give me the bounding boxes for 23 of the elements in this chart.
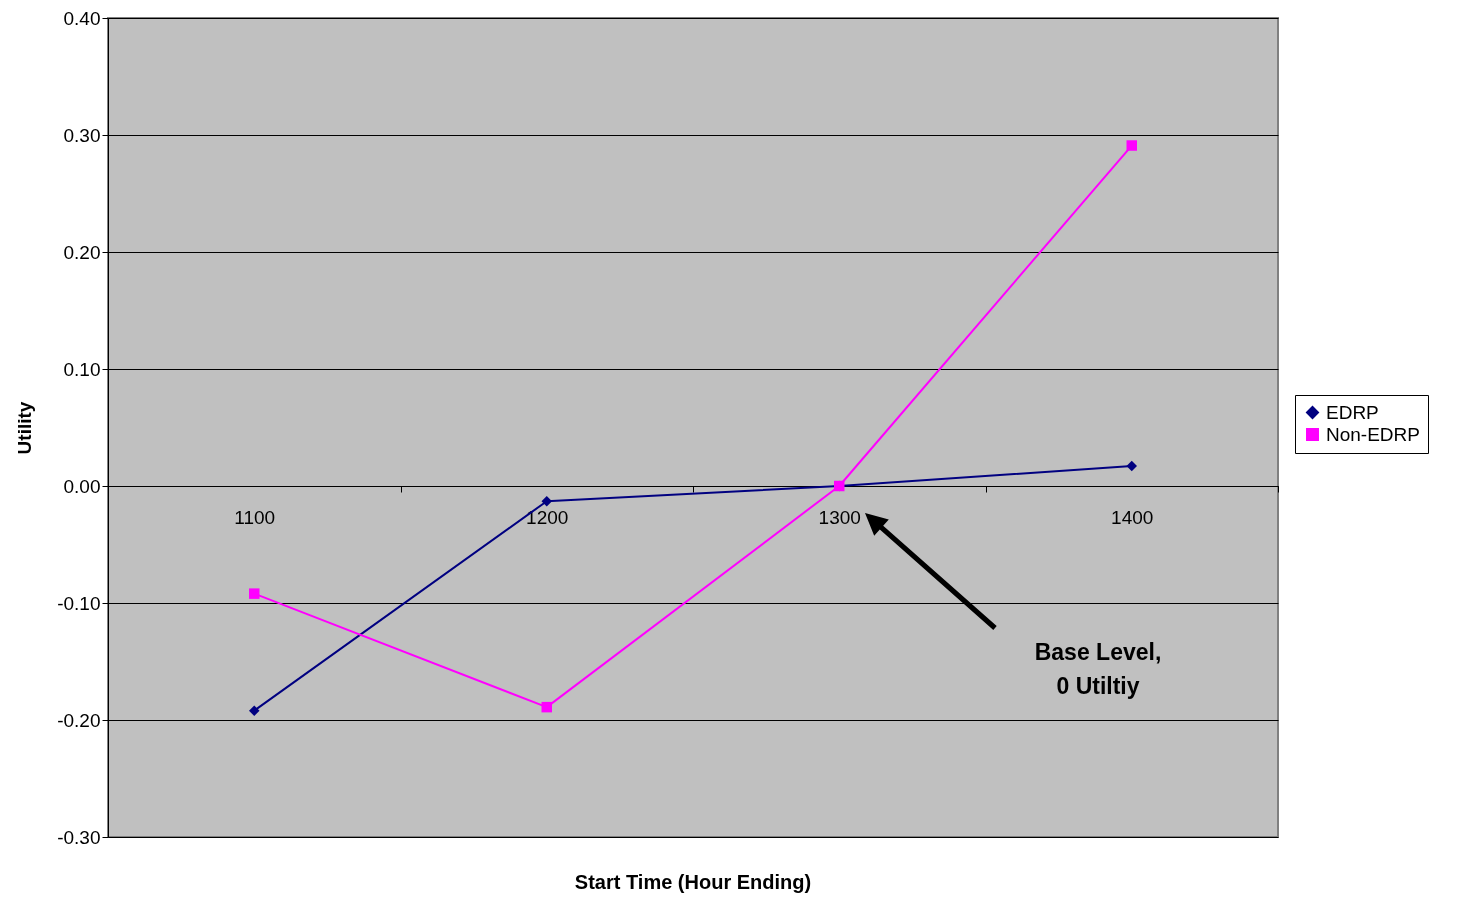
legend-label: EDRP xyxy=(1326,401,1379,423)
point xyxy=(249,588,260,599)
x-tick-label: 1100 xyxy=(234,506,276,528)
y-axis-title: Utility xyxy=(14,401,36,455)
point xyxy=(541,495,552,507)
x-axis-title: Start Time (Hour Ending) xyxy=(574,871,812,893)
point xyxy=(541,701,552,713)
x-tick-label: 1400 xyxy=(1111,506,1154,528)
point xyxy=(249,705,260,716)
x-tick-label: 1300 xyxy=(818,506,861,528)
y-tick-label: 0.30 xyxy=(63,124,101,146)
y-tick-label: 0.20 xyxy=(63,241,101,263)
x-tick-label: 1200 xyxy=(526,506,569,528)
y-tick-label: 0.00 xyxy=(63,475,101,497)
y-tick-label: -0.20 xyxy=(57,709,101,731)
annotation: Base Level, 0 Utiltiy xyxy=(1034,639,1162,699)
legend-label: Non-EDRP xyxy=(1326,423,1420,445)
y-tick-label: -0.10 xyxy=(57,592,101,614)
y-tick-label: 0.10 xyxy=(63,358,101,380)
y-tick-label: 0.40 xyxy=(63,7,101,29)
y-tick-label: -0.30 xyxy=(57,826,101,848)
point xyxy=(1126,460,1137,472)
point xyxy=(1126,140,1137,151)
